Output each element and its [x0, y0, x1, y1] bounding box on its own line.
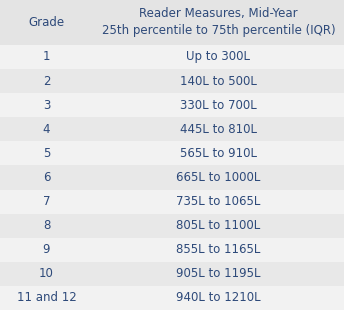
- Text: 7: 7: [43, 195, 50, 208]
- Text: 940L to 1210L: 940L to 1210L: [176, 291, 261, 304]
- Bar: [0, 262, 344, 286]
- Text: 565L to 910L: 565L to 910L: [180, 147, 257, 160]
- Text: 330L to 700L: 330L to 700L: [180, 99, 257, 112]
- Text: 11 and 12: 11 and 12: [17, 291, 76, 304]
- Text: 905L to 1195L: 905L to 1195L: [176, 267, 261, 280]
- Text: 10: 10: [39, 267, 54, 280]
- Bar: [0, 286, 344, 310]
- Bar: [0, 45, 344, 69]
- Bar: [0, 238, 344, 262]
- Text: 5: 5: [43, 147, 50, 160]
- Text: 3: 3: [43, 99, 50, 112]
- Text: 9: 9: [43, 243, 50, 256]
- Text: 855L to 1165L: 855L to 1165L: [176, 243, 261, 256]
- Text: 4: 4: [43, 123, 50, 136]
- Bar: [0, 214, 344, 238]
- Text: 805L to 1100L: 805L to 1100L: [176, 219, 260, 232]
- Text: Grade: Grade: [28, 16, 65, 29]
- Bar: [0, 93, 344, 117]
- Bar: [0, 69, 344, 93]
- Bar: [0, 117, 344, 141]
- Text: 665L to 1000L: 665L to 1000L: [176, 171, 261, 184]
- Bar: [0, 141, 344, 166]
- Bar: [0, 166, 344, 189]
- Text: 140L to 500L: 140L to 500L: [180, 75, 257, 88]
- Text: 8: 8: [43, 219, 50, 232]
- Text: 2: 2: [43, 75, 50, 88]
- Bar: [0, 0, 344, 45]
- Text: 445L to 810L: 445L to 810L: [180, 123, 257, 136]
- Text: Up to 300L: Up to 300L: [186, 51, 250, 64]
- Text: Reader Measures, Mid-Year
25th percentile to 75th percentile (IQR): Reader Measures, Mid-Year 25th percentil…: [101, 7, 335, 38]
- Text: 1: 1: [43, 51, 50, 64]
- Bar: [0, 189, 344, 214]
- Text: 735L to 1065L: 735L to 1065L: [176, 195, 261, 208]
- Text: 6: 6: [43, 171, 50, 184]
